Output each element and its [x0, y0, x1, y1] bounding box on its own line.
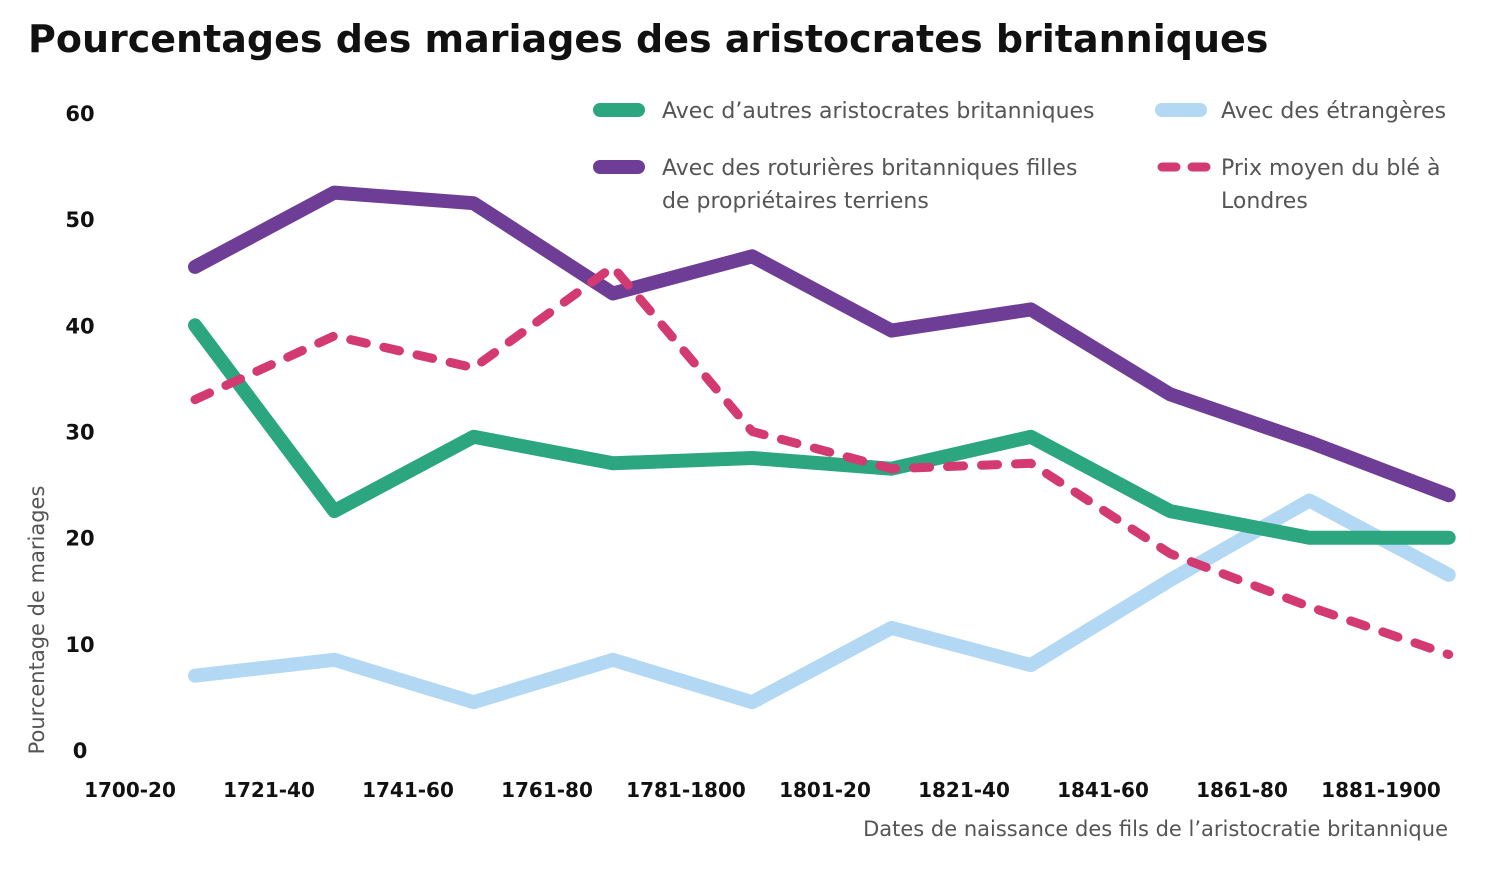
x-tick-label: 1781-1800: [626, 778, 746, 802]
y-tick-label: 50: [65, 208, 94, 232]
legend-label: Prix moyen du blé à: [1221, 156, 1440, 181]
y-tick-label: 40: [65, 314, 94, 338]
series-layer: [188, 185, 1456, 710]
chart-title: Pourcentages des mariages des aristocrat…: [28, 17, 1268, 61]
legend-label: Avec d’autres aristocrates britanniques: [662, 99, 1095, 124]
legend: Avec d’autres aristocrates britanniques A…: [593, 99, 1446, 214]
series-line: [188, 318, 1456, 545]
x-tick-label: 1881-1900: [1321, 778, 1441, 802]
y-axis-ticks: 60 50 40 30 20 10 0: [65, 102, 94, 763]
y-tick-label: 20: [65, 527, 94, 551]
series-line: [188, 493, 1456, 710]
y-tick-label: 60: [65, 102, 94, 126]
x-tick-label: 1801-20: [779, 778, 871, 802]
y-tick-label: 0: [73, 739, 88, 763]
legend-label: Avec des roturières britanniques filles: [662, 156, 1077, 181]
x-tick-label: 1761-80: [501, 778, 593, 802]
x-axis-ticks: 1700-20 1721-40 1741-60 1761-80 1781-1800 180…: [84, 778, 1441, 802]
x-tick-label: 1721-40: [223, 778, 315, 802]
y-axis-label: Pourcentage de mariages: [25, 486, 49, 755]
x-tick-label: 1700-20: [84, 778, 176, 802]
x-tick-label: 1841-60: [1057, 778, 1149, 802]
legend-label: Londres: [1221, 189, 1308, 214]
x-axis-label: Dates de naissance des fils de l’aristoc…: [863, 817, 1448, 841]
series-line: [188, 185, 1456, 503]
y-tick-label: 30: [65, 421, 94, 445]
legend-label: Avec des étrangères: [1221, 99, 1446, 124]
legend-label: de propriétaires terriens: [662, 189, 929, 214]
y-tick-label: 10: [65, 633, 94, 657]
x-tick-label: 1861-80: [1196, 778, 1288, 802]
x-tick-label: 1821-40: [918, 778, 1010, 802]
series-line: [190, 262, 1454, 659]
x-tick-label: 1741-60: [362, 778, 454, 802]
